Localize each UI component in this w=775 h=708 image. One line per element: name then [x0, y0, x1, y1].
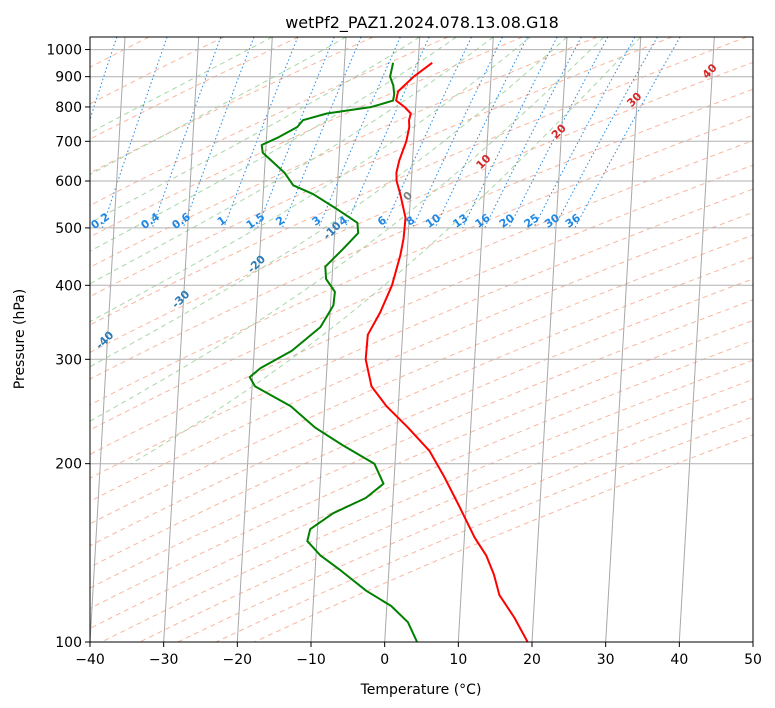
- mixing-ratio-line: [101, 37, 168, 229]
- mixing-ratio-line: [508, 37, 609, 229]
- dry-adiabat: [90, 319, 753, 610]
- mixing-ratio-line: [462, 37, 558, 229]
- x-tick-label: 40: [670, 652, 688, 668]
- chart-title: wetPf2_PAZ1.2024.078.13.08.G18: [285, 13, 559, 33]
- y-tick-label: 700: [55, 134, 82, 150]
- y-tick-label: 1000: [46, 43, 82, 59]
- dry-adiabat: [90, 139, 753, 431]
- x-tick-label: −10: [296, 652, 326, 668]
- y-tick-label: 800: [55, 100, 82, 116]
- dry-adiabat: [139, 378, 753, 642]
- isotherm-line: [605, 37, 642, 642]
- x-tick-label: 0: [380, 652, 389, 668]
- plot-frame: [89, 36, 754, 643]
- isotherm-line: [384, 37, 421, 642]
- dry-adiabat: [90, 164, 753, 455]
- x-tick-label: 30: [597, 652, 615, 668]
- x-tick-label: 10: [449, 652, 467, 668]
- mixing-ratio-line: [90, 37, 118, 121]
- mixing-ratio-line: [223, 37, 299, 229]
- profiles: [248, 62, 529, 642]
- x-tick-label: 50: [744, 652, 762, 668]
- mixing-ratio-line: [151, 37, 222, 229]
- y-tick-label: 600: [55, 174, 82, 190]
- moist-adiabat: [90, 37, 457, 252]
- moist-adiabat: [90, 37, 568, 368]
- isotherm-line: [90, 37, 126, 642]
- isotherm-line: [678, 37, 715, 642]
- y-tick-label: 400: [55, 278, 82, 294]
- y-tick-label: 900: [55, 70, 82, 86]
- mixing-ratio-line: [553, 37, 658, 229]
- x-tick-label: −40: [75, 652, 105, 668]
- mixing-ratio-line: [318, 37, 401, 229]
- isotherm-line: [310, 37, 347, 642]
- y-tick-label: 300: [55, 352, 82, 368]
- mixing-ratio-line: [257, 37, 335, 229]
- temperature-profile: [364, 62, 529, 642]
- dry-adiabat: [90, 188, 753, 479]
- mixing-ratio-line: [484, 37, 582, 229]
- x-tick-label: −20: [223, 652, 253, 668]
- dry-adiabat: [90, 37, 673, 298]
- mixing-ratio-line: [533, 37, 636, 229]
- dry-adiabat: [90, 61, 753, 353]
- y-tick-label: 100: [55, 635, 82, 651]
- dry-adiabat: [90, 37, 598, 268]
- mixing-ratio-line: [574, 37, 681, 229]
- y-tick-label: 500: [55, 221, 82, 237]
- isotherm-line: [163, 37, 200, 642]
- mixing-ratio-line: [281, 37, 362, 229]
- background-lines: [90, 37, 753, 642]
- dry-adiabat: [90, 234, 753, 525]
- x-tick-label: 20: [523, 652, 541, 668]
- moist-adiabat: [90, 37, 347, 176]
- mixing-ratio-line: [182, 37, 255, 229]
- dry-adiabat: [90, 278, 753, 568]
- y-tick-label: 200: [55, 457, 82, 473]
- axis-ticks: −40 −30 −20 −10 0 10 20 30 40 50 100 200 300 400 500 60…: [46, 43, 762, 668]
- dry-adiabat: [90, 37, 747, 326]
- x-axis-label: Temperature (°C): [360, 682, 482, 698]
- isotherm-line: [457, 37, 494, 642]
- moist-adiabat: [90, 37, 494, 285]
- isotherm-line: [236, 37, 273, 642]
- x-tick-label: −30: [149, 652, 179, 668]
- dewpoint-profile: [248, 62, 419, 642]
- isotherm-line: [531, 37, 568, 642]
- dry-adiabat: [90, 340, 753, 630]
- y-axis-label: Pressure (hPa): [12, 289, 28, 389]
- mixing-ratio-line: [434, 37, 528, 229]
